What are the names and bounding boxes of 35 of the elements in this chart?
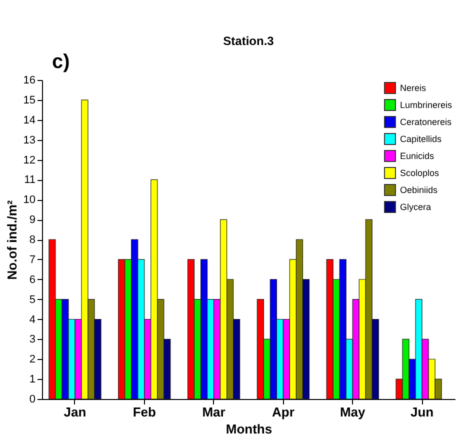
y-tick-label: 10 [23, 194, 36, 206]
chart-title: Station.3 [223, 34, 274, 48]
legend-label: Nereis [400, 83, 427, 93]
y-tick-label: 2 [29, 354, 36, 366]
y-tick-label: 6 [29, 274, 36, 286]
y-tick-label: 7 [29, 254, 36, 266]
x-tick-label: May [340, 404, 366, 420]
y-tick-label: 8 [29, 234, 36, 246]
y-tick-label: 5 [29, 294, 36, 306]
x-tick-label: Apr [272, 404, 294, 420]
x-tick-label: Jun [410, 404, 434, 420]
y-tick-label: 0 [29, 394, 36, 406]
y-tick-label: 11 [24, 174, 36, 186]
y-tick-label: 3 [29, 334, 36, 346]
y-axis-title: No.of ind./m² [4, 200, 20, 280]
y-tick-label: 14 [23, 114, 36, 126]
y-tick-label: 15 [23, 94, 36, 106]
legend-label: Glycera [400, 202, 432, 212]
y-tick-label: 9 [29, 214, 36, 226]
text: c) [52, 51, 70, 73]
legend-label: Scoloplos [400, 168, 440, 178]
x-tick-label: Jan [64, 404, 86, 420]
y-tick-label: 13 [23, 134, 36, 146]
x-tick-label: Feb [132, 404, 156, 420]
legend-label: Ceratonereis [400, 117, 452, 127]
legend-label: Lumbrinereis [400, 100, 453, 110]
legend-label: Oebiniids [400, 185, 438, 195]
legend-label: Capitellids [400, 134, 442, 144]
legend-label: Eunicids [400, 151, 435, 161]
x-tick-label: Mar [202, 404, 226, 420]
y-tick-label: 16 [23, 74, 36, 86]
y-tick-label: 12 [23, 154, 36, 166]
y-tick-label: 1 [29, 374, 36, 386]
y-tick-label: 4 [29, 314, 36, 326]
x-axis-title: Months [226, 422, 272, 436]
